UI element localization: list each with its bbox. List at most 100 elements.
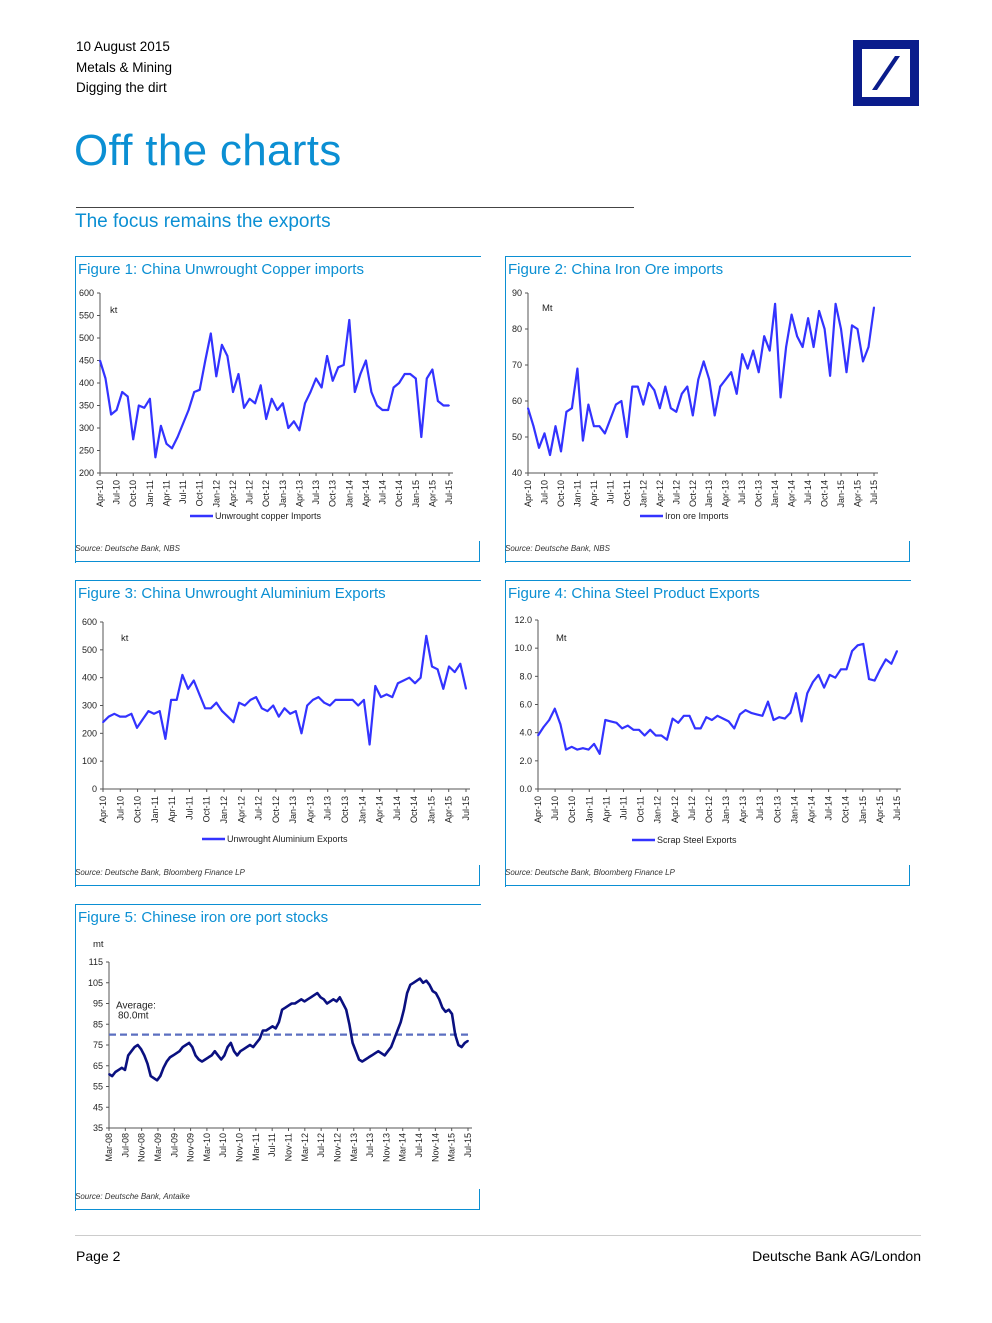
y-tick-label: 85 (93, 1019, 103, 1029)
data-point (722, 717, 724, 720)
x-tick-label: Apr-13 (738, 796, 748, 823)
data-point (187, 687, 189, 690)
x-tick-label: Nov-14 (430, 1133, 440, 1162)
data-point (406, 992, 408, 994)
x-tick-label: Jul-10 (115, 796, 125, 821)
data-point (387, 409, 389, 411)
data-point (137, 404, 140, 407)
x-tick-label: Apr-14 (375, 796, 385, 823)
data-point (790, 313, 793, 316)
data-point (207, 1056, 210, 1059)
figure-4: Figure 4: China Steel Product Exports 0.… (505, 580, 911, 888)
data-point (365, 359, 367, 362)
data-point (294, 710, 297, 712)
footer-divider (75, 1235, 921, 1236)
legend-label: Unwrought Aluminium Exports (227, 834, 348, 844)
data-point (197, 1058, 200, 1061)
data-point (358, 1058, 360, 1061)
data-point (390, 1046, 392, 1048)
x-tick-label: Jan-11 (150, 796, 160, 823)
data-point (643, 734, 646, 737)
x-tick-label: Jul-15 (869, 480, 879, 505)
data-point (763, 335, 766, 338)
data-point (796, 335, 798, 338)
data-point (204, 359, 207, 362)
data-point (856, 644, 859, 647)
data-point (221, 710, 224, 712)
data-point (431, 665, 433, 668)
data-point (136, 726, 138, 729)
data-point (660, 734, 663, 737)
x-tick-label: Mar-08 (104, 1133, 114, 1162)
data-point (113, 712, 116, 715)
data-point (188, 1042, 190, 1044)
data-point (392, 386, 395, 389)
x-tick-label: Jan-12 (653, 796, 663, 824)
x-tick-label: Jan-14 (344, 480, 354, 508)
data-point (420, 436, 423, 438)
data-point (385, 693, 388, 696)
data-point (226, 715, 229, 718)
data-point (297, 1000, 299, 1003)
data-point (576, 367, 579, 370)
data-point (746, 367, 749, 370)
x-tick-label: Apr-11 (167, 796, 177, 822)
x-tick-label: Oct-11 (202, 796, 212, 822)
data-point (149, 397, 151, 400)
data-point (415, 979, 418, 982)
data-point (304, 402, 306, 405)
data-point (316, 992, 319, 994)
x-tick-label: Jan-14 (770, 480, 780, 508)
data-point (272, 704, 275, 707)
x-tick-label: Nov-10 (235, 1133, 245, 1162)
x-tick-label: Jul-13 (755, 796, 765, 821)
data-point (845, 668, 848, 671)
data-point (431, 368, 434, 371)
data-point (554, 425, 557, 428)
x-tick-label: Jul-12 (687, 796, 697, 821)
data-point (431, 990, 434, 992)
data-point (626, 436, 628, 438)
x-tick-label: Oct-14 (394, 480, 404, 507)
data-point (397, 682, 399, 685)
x-tick-label: Oct-14 (409, 796, 419, 823)
data-point (223, 1054, 226, 1057)
x-tick-label: Jan-12 (211, 480, 221, 508)
data-point (359, 373, 362, 375)
data-point (342, 1002, 344, 1005)
x-tick-label: Oct-12 (271, 796, 281, 823)
data-point (387, 1050, 389, 1053)
data-point (312, 699, 314, 701)
x-tick-label: Oct-10 (128, 480, 138, 507)
x-tick-label: Apr-12 (236, 796, 246, 823)
data-point (255, 696, 257, 698)
report-date: 10 August 2015 (76, 39, 170, 54)
x-tick-label: Oct-10 (567, 796, 577, 823)
data-point (201, 1060, 203, 1063)
data-point (682, 714, 685, 717)
data-point (806, 692, 809, 695)
data-point (422, 981, 424, 984)
data-point (548, 719, 551, 721)
data-point (818, 310, 820, 312)
data-point (153, 712, 155, 715)
y-tick-label: 2.0 (519, 756, 532, 766)
data-point (277, 715, 280, 718)
data-point (124, 715, 127, 718)
data-point (107, 715, 110, 718)
x-tick-label: Oct-12 (261, 480, 271, 507)
y-tick-label: 105 (88, 978, 103, 988)
data-point (699, 727, 702, 730)
data-point (170, 699, 172, 701)
data-point (221, 343, 223, 346)
chart-5: 35 45 55 65 75 85 95 105 115 Mar-08 Jul-08 Nov-08 Ma… (88, 939, 473, 1162)
data-point (669, 407, 672, 410)
data-point (340, 699, 343, 701)
data-point (708, 378, 711, 381)
data-point (368, 743, 371, 746)
x-tick-label: Jul-14 (414, 1133, 424, 1158)
data-point (593, 743, 595, 745)
y-tick-label: 40 (512, 468, 522, 478)
x-tick-label: Apr-13 (721, 480, 731, 507)
data-point (237, 373, 240, 375)
